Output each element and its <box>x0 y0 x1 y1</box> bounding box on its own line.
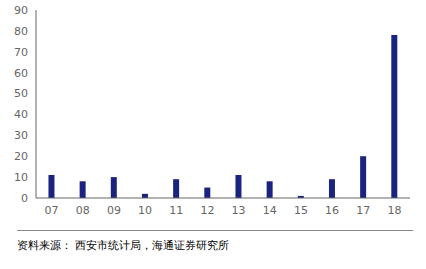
svg-text:30: 30 <box>14 129 28 142</box>
svg-text:17: 17 <box>356 204 370 217</box>
svg-text:08: 08 <box>76 204 90 217</box>
svg-text:90: 90 <box>14 4 28 17</box>
svg-text:50: 50 <box>14 87 28 100</box>
svg-text:80: 80 <box>14 25 28 38</box>
svg-text:09: 09 <box>107 204 121 217</box>
svg-text:15: 15 <box>294 204 308 217</box>
svg-text:20: 20 <box>14 150 28 163</box>
svg-text:70: 70 <box>14 46 28 59</box>
svg-text:10: 10 <box>14 171 28 184</box>
svg-text:07: 07 <box>45 204 59 217</box>
svg-text:11: 11 <box>169 204 183 217</box>
svg-text:12: 12 <box>200 204 214 217</box>
svg-text:0: 0 <box>21 192 28 205</box>
svg-text:13: 13 <box>232 204 246 217</box>
svg-text:14: 14 <box>263 204 277 217</box>
svg-text:60: 60 <box>14 67 28 80</box>
svg-text:40: 40 <box>14 108 28 121</box>
svg-text:16: 16 <box>325 204 339 217</box>
svg-text:18: 18 <box>387 204 401 217</box>
html-text:资料来源： 西安市统计局，海通证券研究所: 资料来源： 西安市统计局，海通证券研究所 <box>17 239 230 252</box>
svg-text:10: 10 <box>138 204 152 217</box>
